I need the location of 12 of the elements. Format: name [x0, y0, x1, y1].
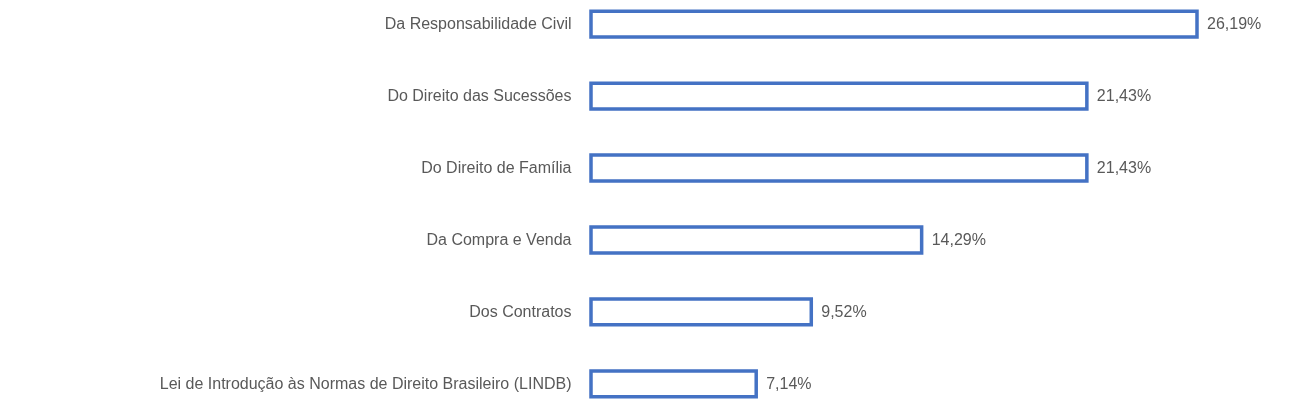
data-label: 21,43%	[1096, 87, 1152, 105]
y-tick-label: Do Direito das Sucessões	[387, 87, 572, 105]
y-tick-label: Lei de Introdução às Normas de Direito Brasileiro (LINDB)	[159, 374, 572, 392]
data-label: 9,52%	[821, 302, 867, 320]
y-tick-label: Do Direito de Família	[421, 159, 572, 177]
y-tick-label: Da Compra e Venda	[426, 230, 572, 248]
y-tick-label: Dos Contratos	[469, 302, 572, 320]
data-label: 7,14%	[766, 374, 812, 392]
data-label: 14,29%	[931, 230, 986, 248]
y-tick-label: Da Responsabilidade Civil	[384, 15, 572, 33]
data-label: 26,19%	[1207, 15, 1262, 33]
data-label: 21,43%	[1096, 159, 1152, 177]
